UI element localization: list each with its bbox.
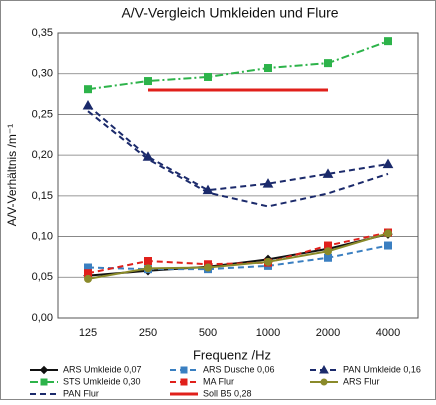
data-point bbox=[264, 64, 272, 73]
y-tick-label: 0,10 bbox=[32, 230, 53, 242]
plot-frame bbox=[57, 32, 419, 319]
data-point bbox=[382, 158, 394, 169]
series-line bbox=[87, 244, 389, 271]
data-point bbox=[324, 253, 332, 262]
chart-title: A/V-Vergleich Umkleiden und Flure bbox=[121, 5, 338, 21]
series-line bbox=[87, 231, 389, 275]
data-point bbox=[384, 241, 392, 250]
x-axis-label: Frequenz /Hz bbox=[193, 347, 271, 362]
legend-label: MA Flur bbox=[203, 376, 234, 386]
legend-label: PAN Umkleide 0,16 bbox=[343, 364, 421, 374]
legend-label: STS Umkleide 0,30 bbox=[63, 376, 141, 386]
legend-marker bbox=[180, 366, 188, 374]
legend-label: Soll B5 0,28 bbox=[203, 388, 252, 398]
data-point bbox=[84, 274, 92, 283]
data-point bbox=[384, 229, 392, 238]
series-line bbox=[87, 104, 389, 192]
data-point bbox=[322, 168, 334, 178]
y-tick-label: 0,00 bbox=[32, 312, 53, 324]
data-point bbox=[144, 77, 152, 86]
legend-marker bbox=[40, 378, 48, 386]
y-tick-label: 0,30 bbox=[32, 68, 53, 80]
legend-label: ARS Dusche 0,06 bbox=[203, 364, 275, 374]
x-tick-label: 500 bbox=[199, 327, 217, 339]
y-tick-label: 0,35 bbox=[32, 27, 53, 39]
legend-marker bbox=[319, 364, 329, 374]
y-tick-label: 0,15 bbox=[32, 190, 53, 202]
legend-marker bbox=[180, 378, 188, 386]
x-tick-label: 2000 bbox=[316, 327, 340, 339]
series-line bbox=[87, 110, 389, 208]
data-point bbox=[262, 178, 274, 188]
data-point bbox=[204, 263, 212, 272]
x-tick-label: 1000 bbox=[256, 327, 280, 339]
legend-marker bbox=[39, 365, 49, 375]
data-point bbox=[144, 257, 152, 265]
x-tick-label: 125 bbox=[79, 327, 97, 339]
data-point bbox=[324, 59, 332, 68]
series-line bbox=[87, 40, 389, 91]
data-point bbox=[82, 99, 94, 110]
y-tick-label: 0,05 bbox=[32, 271, 53, 283]
data-point bbox=[384, 37, 392, 46]
data-point bbox=[324, 247, 332, 256]
y-tick-label: 0,25 bbox=[32, 108, 53, 120]
x-tick-label: 4000 bbox=[376, 327, 400, 339]
legend-label: PAN Flur bbox=[63, 388, 99, 398]
legend-label: ARS Umkleide 0,07 bbox=[63, 364, 142, 374]
y-tick-label: 0,20 bbox=[32, 149, 53, 161]
y-axis-label: A/V-Verhältnis /m⁻¹ bbox=[5, 124, 19, 226]
data-point bbox=[144, 264, 152, 273]
series-line bbox=[87, 232, 389, 280]
data-point bbox=[84, 85, 92, 94]
x-tick-label: 250 bbox=[139, 327, 157, 339]
data-point bbox=[264, 257, 272, 266]
legend-label: ARS Flur bbox=[343, 376, 380, 386]
data-point bbox=[204, 72, 212, 81]
legend-marker bbox=[320, 378, 328, 386]
